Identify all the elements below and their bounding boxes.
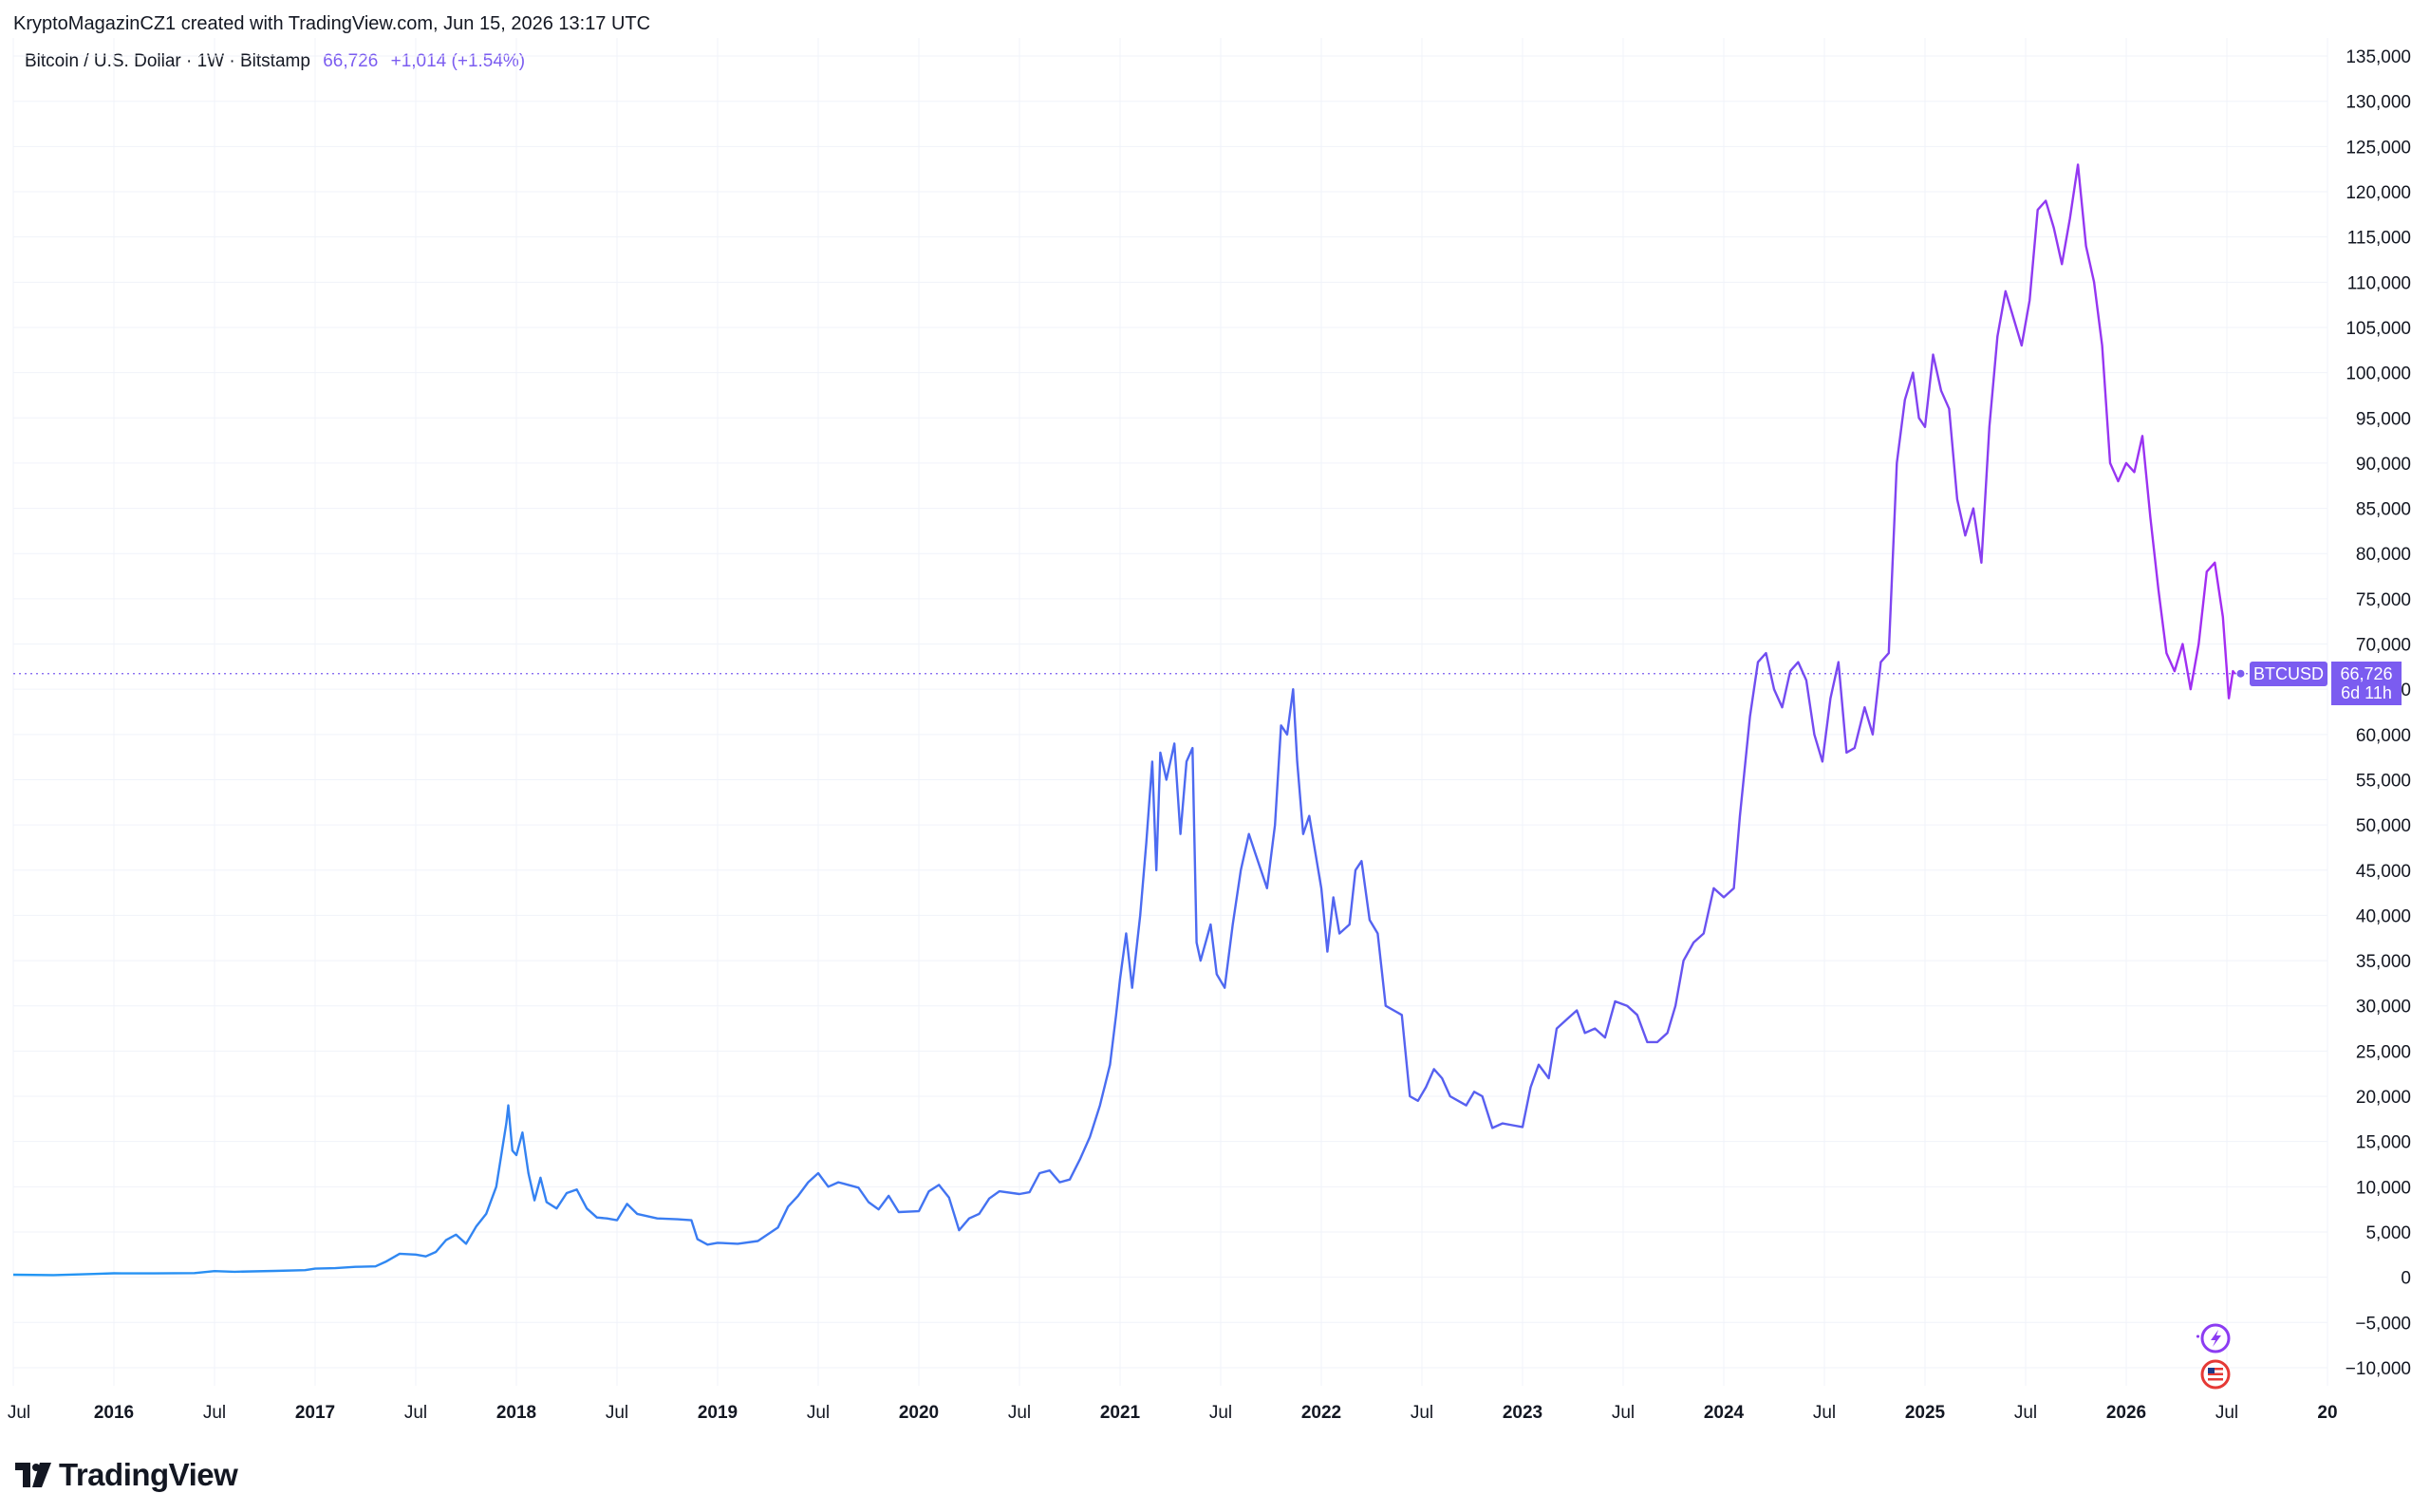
y-axis: 135,000 130,000 125,000 120,000 115,000 110,0…	[2346, 47, 2411, 1379]
x-tick-label: Jul	[807, 1403, 830, 1423]
x-tick-label: 2023	[1503, 1403, 1542, 1423]
x-tick-label: Jul	[1411, 1403, 1433, 1423]
x-tick-label: 2025	[1905, 1403, 1946, 1423]
x-tick-label: Jul	[203, 1403, 226, 1423]
x-tick-label: 20	[2317, 1403, 2337, 1423]
y-tick-label: 125,000	[2346, 138, 2411, 158]
y-tick-label: 25,000	[2356, 1042, 2411, 1062]
y-tick-label: 90,000	[2356, 455, 2411, 475]
y-tick-label: 45,000	[2356, 862, 2411, 882]
x-tick-label: 2026	[2106, 1403, 2146, 1423]
y-tick-label: 110,000	[2347, 273, 2411, 293]
x-tick-label: 2016	[94, 1403, 134, 1423]
x-tick-label: 2018	[496, 1403, 536, 1423]
x-tick-label: 2022	[1301, 1403, 1341, 1423]
x-tick-label: Jul	[1209, 1403, 1232, 1423]
y-tick-label: 100,000	[2346, 364, 2411, 384]
y-tick-label: −10,000	[2346, 1359, 2411, 1379]
y-tick-label: 55,000	[2356, 771, 2411, 791]
y-tick-label: 10,000	[2356, 1178, 2411, 1198]
x-tick-label: 2024	[1704, 1403, 1745, 1423]
brand-logo[interactable]: TradingView	[15, 1457, 238, 1493]
y-tick-label: 115,000	[2347, 229, 2411, 249]
price-tag-symbol: BTCUSD	[2250, 661, 2327, 686]
price-series-line	[12, 163, 2236, 1277]
y-tick-label: 75,000	[2356, 590, 2411, 610]
x-tick-label: Jul	[606, 1403, 628, 1423]
chart-caption: KryptoMagazinCZ1 created with TradingVie…	[13, 13, 651, 34]
chart-grid	[12, 38, 2328, 1386]
brand-name: TradingView	[59, 1457, 238, 1492]
y-tick-label: 35,000	[2356, 952, 2411, 972]
y-tick-label: 120,000	[2346, 183, 2411, 203]
y-tick-label: 40,000	[2356, 906, 2411, 926]
y-tick-label: 105,000	[2346, 319, 2411, 339]
tradingview-logo-icon	[15, 1463, 51, 1487]
x-axis: Jul 2016 Jul 2017 Jul 2018 Jul 2019 Jul 2020 Jul 20…	[8, 1403, 2338, 1423]
y-tick-label: 80,000	[2356, 545, 2411, 565]
y-tick-label: 85,000	[2356, 500, 2411, 520]
x-tick-label: Jul	[2014, 1403, 2037, 1423]
y-tick-label: 5,000	[2365, 1223, 2411, 1243]
y-tick-label: 130,000	[2346, 93, 2411, 113]
y-tick-label: 95,000	[2356, 409, 2411, 429]
x-tick-label: 2020	[899, 1403, 939, 1423]
y-tick-label: 60,000	[2356, 726, 2411, 746]
x-tick-label: Jul	[404, 1403, 427, 1423]
last-price-dot	[2236, 669, 2245, 678]
y-tick-label: 20,000	[2356, 1088, 2411, 1108]
y-tick-label: 0	[2401, 1269, 2411, 1289]
y-tick-label: 50,000	[2356, 816, 2411, 836]
x-tick-label: 2021	[1100, 1403, 1141, 1423]
x-tick-label: Jul	[1813, 1403, 1836, 1423]
x-tick-label: 2019	[698, 1403, 738, 1423]
x-tick-label: Jul	[8, 1403, 30, 1423]
price-tag: 66,726 6d 11h	[2331, 661, 2402, 705]
y-tick-label: −5,000	[2355, 1314, 2411, 1334]
y-tick-label: 135,000	[2346, 47, 2411, 67]
x-tick-label: Jul	[2215, 1403, 2238, 1423]
us-flag-event-icon[interactable]	[2200, 1359, 2231, 1390]
lightning-event-icon[interactable]	[2196, 1323, 2231, 1353]
price-tag-value: 66,726	[2340, 663, 2393, 683]
x-tick-label: 2017	[295, 1403, 335, 1423]
y-tick-label: 70,000	[2356, 636, 2411, 656]
y-tick-label: 30,000	[2356, 998, 2411, 1017]
x-tick-label: Jul	[1008, 1403, 1031, 1423]
price-points	[2236, 669, 2245, 678]
y-tick-label: 15,000	[2356, 1133, 2411, 1153]
x-tick-label: Jul	[1612, 1403, 1635, 1423]
price-tag-countdown: 6d 11h	[2341, 682, 2392, 702]
